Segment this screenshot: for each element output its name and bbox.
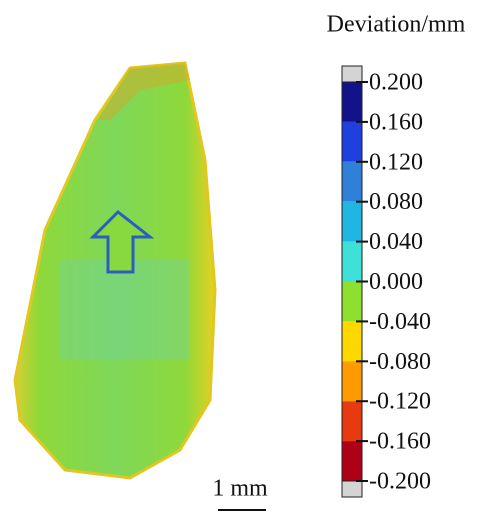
- colorbar-segment: [342, 202, 362, 242]
- figure: Deviation/mm 0.2000.1600.1200.0800.0400.…: [0, 0, 484, 514]
- colorbar-segment: [342, 401, 362, 441]
- deviation-model: [15, 63, 215, 478]
- colorbar-segment: [342, 321, 362, 361]
- colorbar-segment: [342, 162, 362, 202]
- tick-label: 0.160: [369, 109, 423, 135]
- tick-label: -0.120: [369, 389, 431, 415]
- colorbar-cap: [342, 66, 362, 82]
- tick-label: 0.000: [369, 269, 423, 295]
- tick-label: -0.080: [369, 349, 431, 375]
- scale-bar-label: 1 mm: [212, 476, 268, 502]
- colorbar-segment: [342, 361, 362, 401]
- colorbar-segment: [342, 122, 362, 162]
- colorbar-segment: [342, 82, 362, 122]
- tick-label: -0.160: [369, 429, 431, 455]
- tick-label: 0.040: [369, 229, 423, 255]
- colorbar-segment: [342, 441, 362, 481]
- tick-label: -0.040: [369, 309, 431, 335]
- tick-label: -0.200: [369, 469, 431, 495]
- tick-label: 0.080: [369, 189, 423, 215]
- colorbar-cap: [342, 481, 362, 497]
- colorbar-segment: [342, 242, 362, 282]
- colorbar: 0.200 0.160 0.120 0.080 0.040 0.000 -0.040 -0.0…: [342, 66, 431, 497]
- tick-label: 0.120: [369, 149, 423, 175]
- colorbar-title: Deviation/mm: [327, 12, 466, 38]
- tick-label: 0.200: [369, 70, 423, 96]
- colorbar-segment: [342, 282, 362, 322]
